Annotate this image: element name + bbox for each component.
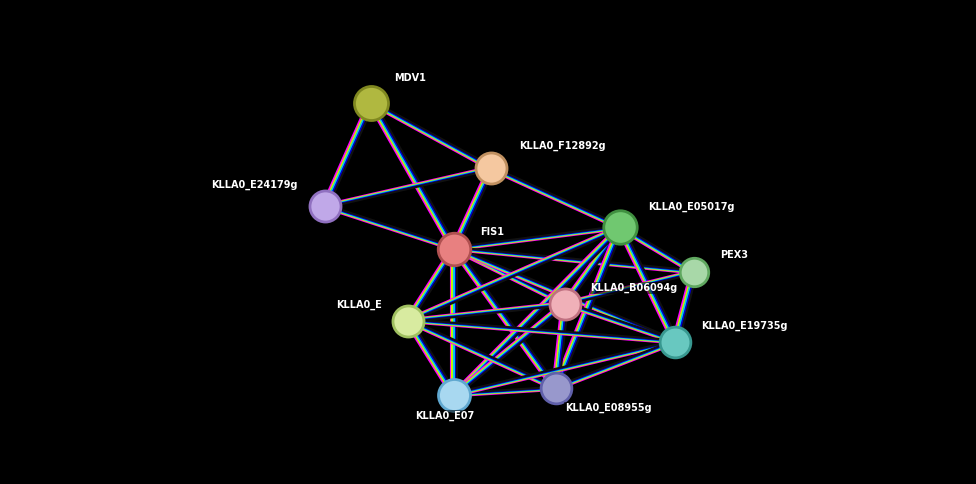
Point (686, 268, 702, 276)
Text: PEX3: PEX3 (719, 250, 748, 260)
Point (446, 391, 462, 399)
Text: MDV1: MDV1 (394, 73, 426, 83)
Point (557, 300, 573, 308)
Text: KLLA0_E08955g: KLLA0_E08955g (565, 403, 651, 413)
Text: KLLA0_E19735g: KLLA0_E19735g (702, 320, 788, 331)
Point (363, 99, 379, 106)
Text: KLLA0_B06094g: KLLA0_B06094g (590, 283, 678, 293)
Point (446, 245, 462, 253)
Point (400, 317, 416, 324)
Text: KLLA0_F12892g: KLLA0_F12892g (518, 141, 605, 151)
Point (483, 164, 499, 172)
Text: FIS1: FIS1 (480, 227, 504, 237)
Point (548, 384, 563, 392)
Point (612, 224, 628, 231)
Text: KLLA0_E07: KLLA0_E07 (415, 411, 474, 421)
Text: KLLA0_E: KLLA0_E (337, 300, 383, 310)
Point (668, 338, 683, 346)
Point (317, 202, 333, 210)
Text: KLLA0_E05017g: KLLA0_E05017g (648, 202, 734, 212)
Text: KLLA0_E24179g: KLLA0_E24179g (211, 180, 298, 190)
